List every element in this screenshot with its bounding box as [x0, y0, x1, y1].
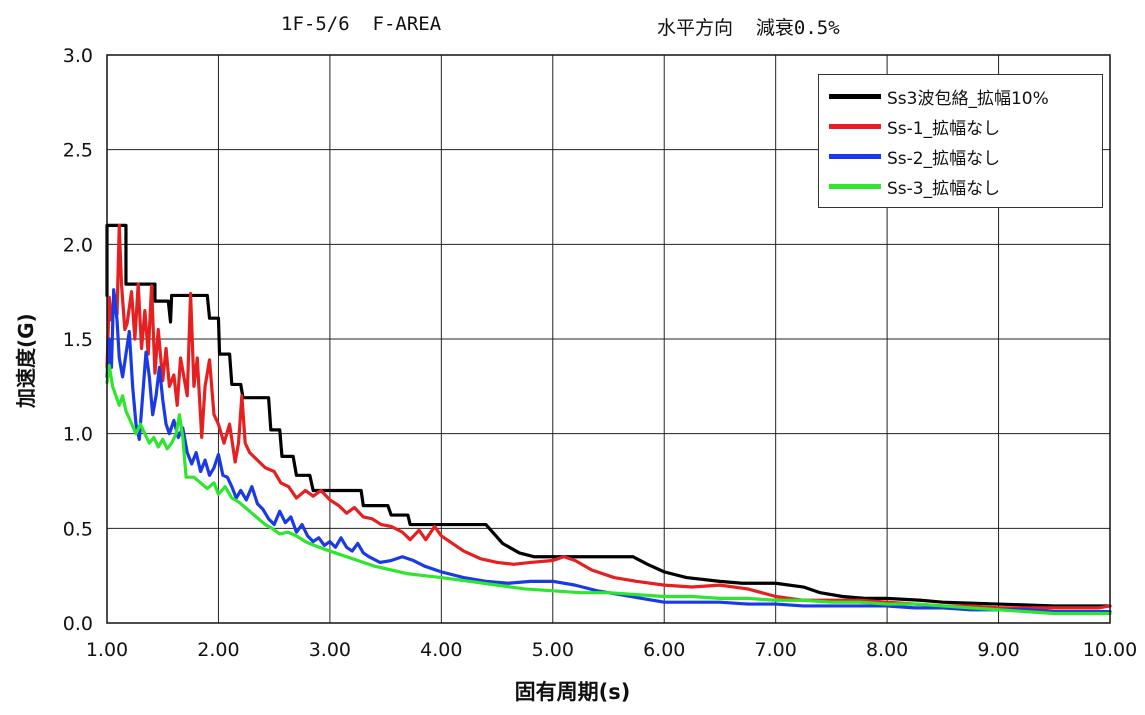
series-line-1	[105, 223, 1112, 608]
y-tick-label: 2.5	[63, 140, 93, 162]
legend-item-4: Ss-3_拡幅なし	[829, 171, 1099, 201]
legend: Ss3波包絡_拡幅10% Ss-1_拡幅なし Ss-2_拡幅なし Ss-3_拡幅なし	[818, 74, 1103, 208]
legend-swatch-3	[829, 153, 881, 159]
y-tick-label: 0.0	[63, 613, 93, 635]
legend-swatch-4	[829, 183, 881, 189]
y-axis-title: 加速度(G)	[14, 313, 38, 408]
x-tick-label: 3.00	[309, 639, 351, 661]
x-axis-title: 固有周期(s)	[514, 680, 631, 704]
chart-title-right: 水平方向 減衰0.5%	[657, 17, 840, 39]
y-tick-label: 1.0	[63, 424, 93, 446]
x-tick-label: 4.00	[420, 639, 462, 661]
plot-frame	[106, 54, 1111, 624]
y-tick-label: 3.0	[63, 45, 93, 67]
x-tick-label: 1.00	[86, 639, 128, 661]
legend-label-1: Ss3波包絡_拡幅10%	[887, 88, 1049, 109]
x-tick-label: 9.00	[977, 639, 1019, 661]
y-tick-label: 0.5	[63, 518, 93, 540]
legend-item-1: Ss3波包絡_拡幅10%	[829, 81, 1099, 111]
legend-item-2: Ss-1_拡幅なし	[829, 111, 1099, 141]
legend-swatch-1	[829, 93, 881, 99]
series-layer	[105, 223, 1112, 616]
axis-layer: 1.00 2.00 3.00 4.00 5.00 6.00 7.00 8.00 9.00 10.0…	[63, 45, 1137, 661]
legend-swatch-2	[829, 123, 881, 129]
y-tick-label: 1.5	[63, 329, 93, 351]
x-tick-label: 10.00	[1083, 639, 1137, 661]
x-tick-label: 2.00	[197, 639, 239, 661]
chart-title-left: 1F-5/6 F-AREA	[281, 13, 442, 35]
x-tick-label: 6.00	[643, 639, 685, 661]
x-tick-label: 5.00	[532, 639, 574, 661]
series-line-4	[105, 363, 1112, 616]
legend-label-4: Ss-3_拡幅なし	[887, 178, 1001, 199]
legend-label-3: Ss-2_拡幅なし	[887, 148, 1001, 169]
legend-label-2: Ss-1_拡幅なし	[887, 118, 1001, 139]
y-tick-label: 2.0	[63, 234, 93, 256]
series-line-3	[105, 288, 1112, 614]
x-tick-label: 7.00	[755, 639, 797, 661]
legend-item-3: Ss-2_拡幅なし	[829, 141, 1099, 171]
series-line-2	[105, 223, 1112, 610]
x-tick-label: 8.00	[866, 639, 908, 661]
